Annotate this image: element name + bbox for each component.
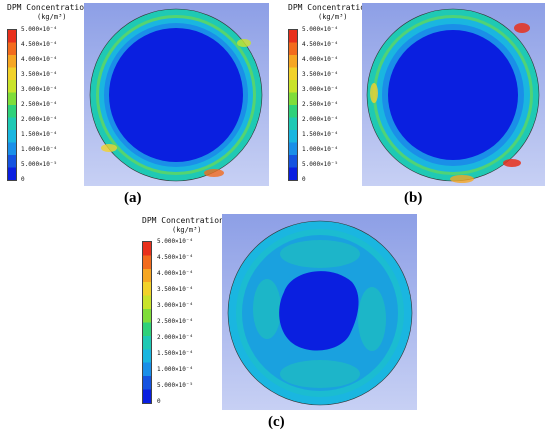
tick-label: 5.000×10⁻⁴ — [21, 26, 58, 33]
tick-label: 2.500×10⁻⁴ — [21, 101, 58, 108]
caption-a: (a) — [124, 190, 142, 206]
tick-label: 1.000×10⁻⁴ — [157, 366, 194, 373]
tick-label: 3.000×10⁻⁴ — [302, 86, 339, 93]
tick-label: 1.500×10⁻⁴ — [302, 131, 339, 138]
tick-label: 5.000×10⁻⁵ — [21, 161, 58, 168]
tick-label: 1.000×10⁻⁴ — [21, 146, 58, 153]
tick-label: 0 — [302, 176, 306, 183]
tick-label: 3.000×10⁻⁴ — [21, 86, 58, 93]
tick-label: 3.500×10⁻⁴ — [21, 71, 58, 78]
legend-unit: (kg/m³) — [318, 13, 348, 21]
legend-title: DPM Concentration/ — [288, 3, 375, 12]
tick-label: 0 — [157, 398, 161, 405]
tick-label: 1.500×10⁻⁴ — [21, 131, 58, 138]
tick-label: 2.000×10⁻⁴ — [21, 116, 58, 123]
tick-label: 4.000×10⁻⁴ — [302, 56, 339, 63]
legend-unit: (kg/m³) — [172, 226, 202, 234]
legend-unit: (kg/m³) — [37, 13, 67, 21]
contour-plot — [222, 214, 417, 410]
tick-label: 5.000×10⁻⁵ — [302, 161, 339, 168]
caption-b: (b) — [404, 190, 423, 206]
tick-label: 2.000×10⁻⁴ — [157, 334, 194, 341]
legend-title: DPM Concentration/ — [142, 216, 229, 225]
tick-label: 4.500×10⁻⁴ — [157, 254, 194, 261]
colorbar — [288, 29, 298, 181]
caption-c: (c) — [268, 414, 285, 430]
tick-label: 1.500×10⁻⁴ — [157, 350, 194, 357]
tick-label: 4.500×10⁻⁴ — [302, 41, 339, 48]
tick-label: 4.000×10⁻⁴ — [21, 56, 58, 63]
contour-plot — [362, 3, 545, 186]
contour-plot — [84, 3, 269, 186]
tick-label: 5.000×10⁻⁴ — [157, 238, 194, 245]
colorbar — [7, 29, 17, 181]
tick-label: 3.000×10⁻⁴ — [157, 302, 194, 309]
tick-label: 4.500×10⁻⁴ — [21, 41, 58, 48]
tick-label: 3.500×10⁻⁴ — [157, 286, 194, 293]
tick-label: 5.000×10⁻⁴ — [302, 26, 339, 33]
colorbar — [142, 241, 152, 404]
tick-label: 2.000×10⁻⁴ — [302, 116, 339, 123]
tick-label: 5.000×10⁻⁵ — [157, 382, 194, 389]
tick-label: 3.500×10⁻⁴ — [302, 71, 339, 78]
legend-title: DPM Concentration/ — [7, 3, 94, 12]
tick-label: 2.500×10⁻⁴ — [302, 101, 339, 108]
tick-label: 0 — [21, 176, 25, 183]
tick-label: 1.000×10⁻⁴ — [302, 146, 339, 153]
tick-label: 4.000×10⁻⁴ — [157, 270, 194, 277]
tick-label: 2.500×10⁻⁴ — [157, 318, 194, 325]
